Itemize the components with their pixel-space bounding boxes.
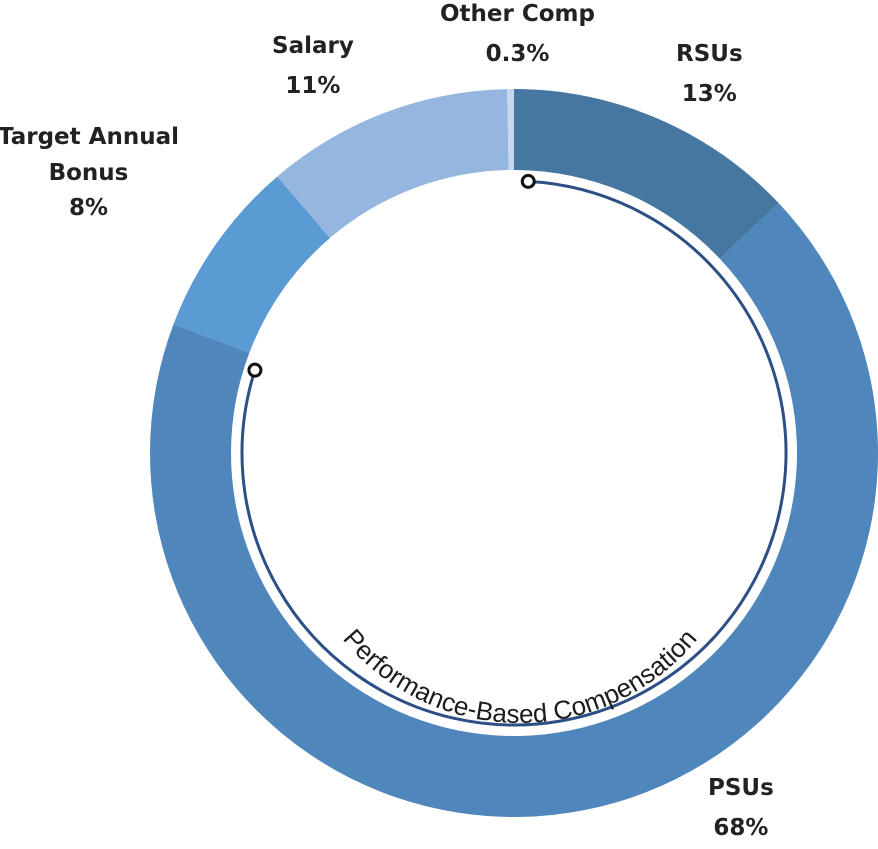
slice-label-salary: Salary 11% <box>272 26 354 107</box>
slice-label-rsus: RSUs 13% <box>676 34 743 115</box>
slice-value-other-comp: 0.3% <box>485 41 550 68</box>
slice-psus <box>150 203 878 817</box>
bracket-end-marker <box>247 362 263 378</box>
donut-slices <box>150 89 878 817</box>
slice-name-rsus: RSUs <box>676 41 743 67</box>
slice-other-comp <box>507 89 514 171</box>
slice-label-target-annual-bonus: Target Annual Bonus 8% <box>0 120 179 227</box>
slice-label-other-comp: Other Comp 0.3% <box>440 0 595 75</box>
slice-value-psus: 68% <box>713 815 769 842</box>
slice-target-annual-bonus <box>173 176 330 353</box>
slice-value-bonus: 8% <box>68 195 109 222</box>
slice-value-salary: 11% <box>285 73 341 100</box>
slice-name-other-comp: Other Comp <box>440 1 595 27</box>
bracket-start-marker <box>520 173 536 189</box>
slice-rsus <box>514 89 779 259</box>
slice-label-psus: PSUs 68% <box>708 768 774 849</box>
slice-value-rsus: 13% <box>681 81 737 108</box>
slice-name-bonus-line1: Target Annual <box>0 124 179 150</box>
performance-bracket-arc <box>240 179 788 727</box>
slice-name-psus: PSUs <box>708 775 774 801</box>
slice-name-salary: Salary <box>272 33 354 59</box>
slice-salary <box>277 89 509 238</box>
slice-name-bonus-line2: Bonus <box>48 159 129 186</box>
